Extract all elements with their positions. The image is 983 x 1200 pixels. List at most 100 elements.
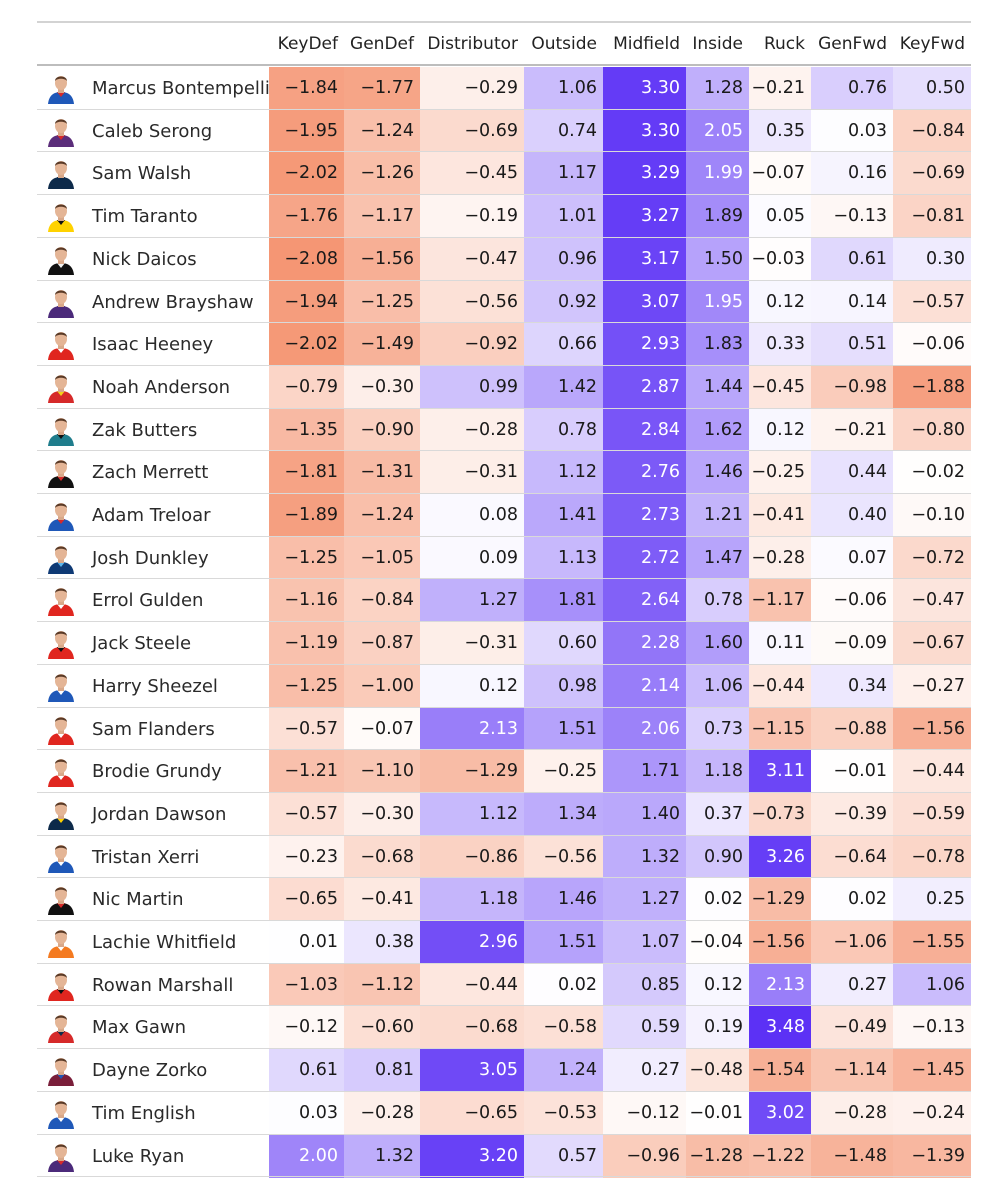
heat-cell-distributor: 0.08: [420, 494, 524, 537]
heat-cell-keydef: −1.89: [269, 494, 344, 537]
heat-cell-distributor: 3.05: [420, 1049, 524, 1093]
table-row: Dayne Zorko 0.61 0.81 3.05 1.24 0.27 −0.48 −1.5…: [37, 1049, 971, 1093]
column-header-midfield: Midfield: [613, 34, 680, 54]
player-name: Lachie Whitfield: [92, 932, 237, 953]
heat-cell-keydef: −2.02: [269, 152, 344, 196]
heat-cell-inside: 1.60: [686, 622, 749, 666]
heat-cell-distributor: −0.31: [420, 622, 524, 666]
player-name: Zak Butters: [92, 419, 198, 441]
player-name: Caleb Serong: [92, 120, 213, 142]
player-headshot-icon: [48, 204, 74, 233]
heat-cell-keydef: −0.79: [269, 365, 344, 409]
heat-cell-midfield: 3.30: [603, 109, 686, 153]
heat-cell-outside: 1.06: [524, 67, 603, 110]
heat-cell-midfield: 2.76: [603, 451, 686, 495]
heat-cell-genfwd: 0.27: [811, 963, 893, 1007]
heat-cell-outside: 0.98: [524, 664, 603, 708]
heat-cell-ruck: 0.11: [749, 622, 811, 666]
column-header-gendef: GenDef: [350, 34, 414, 54]
player-name: Jordan Dawson: [92, 803, 227, 825]
heat-cell-keyfwd: −0.47: [893, 579, 971, 623]
heat-cell-midfield: −0.12: [603, 1091, 686, 1135]
heat-cell-genfwd: −1.48: [811, 1134, 893, 1178]
player-headshot-icon: [48, 1015, 74, 1044]
row-divider: [37, 578, 971, 580]
heat-cell-midfield: 1.40: [603, 792, 686, 836]
table-row: Tristan Xerri −0.23 −0.68 −0.86 −0.56 1.32 0.9…: [37, 835, 971, 879]
heat-cell-genfwd: 0.07: [811, 536, 893, 580]
heat-cell-keyfwd: −0.44: [893, 750, 971, 794]
heat-cell-outside: 0.60: [524, 622, 603, 666]
heat-cell-inside: 1.99: [686, 152, 749, 196]
player-name: Zach Merrett: [92, 462, 209, 484]
player-name: Luke Ryan: [92, 1145, 185, 1167]
table-row: Andrew Brayshaw −1.94 −1.25 −0.56 0.92 3.07 1.…: [37, 280, 971, 324]
player-name: Errol Gulden: [92, 590, 204, 612]
heat-cell-midfield: 2.87: [603, 365, 686, 409]
row-divider: [37, 493, 971, 494]
heat-cell-genfwd: 0.61: [811, 237, 893, 281]
heat-cell-keyfwd: −0.10: [893, 494, 971, 537]
heat-cell-outside: 1.81: [524, 579, 603, 623]
player-headshot-icon: [48, 887, 74, 916]
row-divider: [37, 1090, 971, 1092]
heat-cell-ruck: −0.44: [749, 664, 811, 708]
heat-cell-midfield: 2.06: [603, 707, 686, 751]
heat-cell-midfield: 1.71: [603, 750, 686, 794]
heat-cell-gendef: −0.30: [344, 365, 420, 409]
heat-cell-distributor: 2.13: [420, 707, 524, 751]
heat-cell-inside: −1.28: [686, 1134, 749, 1178]
heat-cell-keyfwd: −0.02: [893, 451, 971, 495]
heat-cell-keyfwd: −0.80: [893, 408, 971, 452]
table-row: Jordan Dawson −0.57 −0.30 1.12 1.34 1.40 0.37−…: [37, 792, 971, 836]
row-divider: [37, 749, 971, 751]
table-row: Nick Daicos −2.08 −1.56 −0.47 0.96 3.17 1.50 −0…: [37, 237, 971, 281]
table-row: Noah Anderson −0.79 −0.30 0.99 1.42 2.87 1.44−…: [37, 365, 971, 409]
heat-cell-outside: 0.57: [524, 1134, 603, 1178]
player-headshot-icon: [48, 460, 74, 489]
player-headshot-icon: [48, 374, 74, 403]
heat-cell-keydef: −1.16: [269, 579, 344, 623]
player-headshot-icon: [48, 76, 74, 104]
player-name: Tim English: [92, 1102, 196, 1124]
heat-cell-distributor: −0.47: [420, 237, 524, 281]
player-headshot-icon: [48, 246, 74, 275]
heat-cell-genfwd: 0.51: [811, 323, 893, 367]
player-name: Sam Flanders: [92, 718, 215, 740]
heat-cell-midfield: −0.96: [603, 1134, 686, 1178]
heat-cell-ruck: −1.29: [749, 878, 811, 922]
heat-cell-genfwd: −1.06: [811, 921, 893, 964]
heat-cell-keydef: −1.81: [269, 451, 344, 495]
table-row: Tim English 0.03 −0.28 −0.65 −0.53 −0.12 −0.01…: [37, 1091, 971, 1135]
player-name: Dayne Zorko: [92, 1060, 208, 1082]
heat-cell-ruck: −1.54: [749, 1049, 811, 1093]
heat-cell-midfield: 2.73: [603, 494, 686, 537]
heat-cell-outside: 1.51: [524, 921, 603, 964]
heat-cell-outside: 1.13: [524, 536, 603, 580]
heat-cell-keydef: −0.23: [269, 835, 344, 879]
row-divider: [37, 279, 971, 281]
heat-cell-keydef: 0.61: [269, 1049, 344, 1093]
heat-cell-inside: 0.12: [686, 963, 749, 1007]
heat-cell-keyfwd: −0.27: [893, 664, 971, 708]
table-row: Errol Gulden −1.16 −0.84 1.27 1.81 2.64 0.78 −1…: [37, 579, 971, 623]
heat-cell-inside: 1.44: [686, 365, 749, 409]
heat-cell-genfwd: −0.21: [811, 408, 893, 452]
heat-cell-genfwd: 0.76: [811, 67, 893, 110]
heat-cell-ruck: −0.07: [749, 152, 811, 196]
heat-cell-midfield: 1.27: [603, 878, 686, 922]
heat-cell-keyfwd: −0.13: [893, 1006, 971, 1050]
heat-cell-distributor: −0.68: [420, 1006, 524, 1050]
player-name: Andrew Brayshaw: [92, 291, 254, 313]
heat-cell-keyfwd: −1.56: [893, 707, 971, 751]
row-divider: [37, 407, 971, 409]
row-divider: [37, 194, 971, 196]
heat-cell-genfwd: −0.09: [811, 622, 893, 666]
heat-cell-keydef: 2.00: [269, 1134, 344, 1178]
heat-cell-ruck: −1.56: [749, 921, 811, 964]
heat-cell-genfwd: −0.28: [811, 1091, 893, 1135]
heat-cell-ruck: 0.35: [749, 109, 811, 153]
heat-cell-keydef: −1.94: [269, 280, 344, 324]
heat-cell-distributor: 1.27: [420, 579, 524, 623]
heat-cell-inside: 1.50: [686, 237, 749, 281]
